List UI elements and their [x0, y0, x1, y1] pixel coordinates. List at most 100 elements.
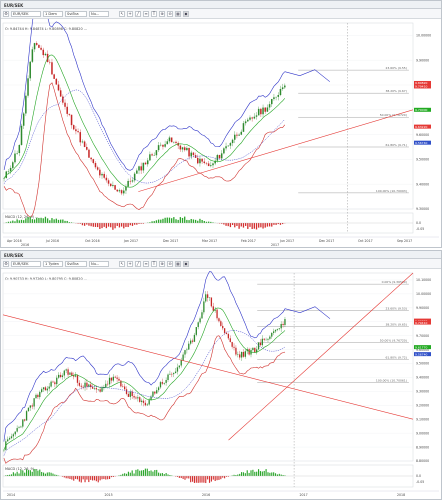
text-tool-icon[interactable]: T: [151, 261, 157, 267]
macd-histogram-bar: [107, 223, 110, 227]
fib-level-label: 50.00% (9.76720): [380, 339, 407, 343]
macd-histogram-bar: [220, 476, 222, 480]
macd-histogram-bar: [218, 476, 220, 480]
macd-histogram-bar: [139, 470, 141, 476]
candle-body: [173, 141, 175, 143]
candle-body: [148, 400, 150, 405]
line-tool-icon[interactable]: ╱: [135, 261, 141, 267]
macd-tick-label: 0.0: [416, 221, 421, 225]
bollinger-lower-line: [3, 82, 286, 218]
candle-body: [91, 387, 94, 389]
price-pane: [2, 22, 414, 210]
candle-body: [225, 146, 227, 149]
candle-body: [231, 139, 234, 144]
candle-body: [251, 117, 253, 119]
candle-body: [240, 131, 243, 135]
macd-histogram-bar: [27, 470, 30, 476]
macd-histogram-bar: [129, 223, 131, 226]
candle-body: [33, 398, 35, 407]
price-tick-label: 9.60000: [416, 348, 429, 352]
price-tag-label: 9.70000: [415, 108, 427, 112]
candle-body: [131, 180, 134, 182]
macd-histogram-bar: [122, 473, 124, 476]
price-tick-label: 9.00000: [416, 431, 429, 435]
indicator-select[interactable]: Nu...: [89, 261, 109, 267]
price-tick-label: 9.20000: [416, 403, 429, 407]
instrument-select[interactable]: EUR/SEK: [11, 261, 41, 267]
macd-histogram-bar: [203, 220, 205, 223]
grid-icon[interactable]: ▦: [175, 11, 181, 17]
macd-histogram-bar: [31, 219, 34, 223]
macd-histogram-bar: [271, 472, 273, 476]
ohlc-readout: O: 9.84744 H: 9.84874 L: 9.80898 C: 9.80…: [5, 27, 87, 31]
fib-level-label: 38.20% (9.65): [385, 322, 406, 326]
crosshair-icon[interactable]: +: [127, 11, 133, 17]
chart-type-select[interactable]: Svíčka: [65, 11, 87, 17]
candle-body: [216, 309, 218, 319]
macd-histogram-bar: [123, 223, 125, 229]
macd-histogram-bar: [46, 218, 49, 223]
candle-body: [199, 158, 201, 164]
candle-body: [39, 392, 41, 398]
candle-body: [31, 49, 34, 62]
candle-body: [280, 323, 282, 329]
macd-histogram-bar: [105, 223, 108, 229]
macd-histogram-bar: [207, 476, 209, 480]
candle-body: [83, 141, 86, 147]
candle-body: [131, 391, 133, 397]
macd-histogram-bar: [51, 218, 53, 223]
candle-body: [59, 374, 62, 377]
save-icon[interactable]: ▣: [183, 11, 189, 17]
macd-readout: MACD (12, 26, 9) ...: [5, 215, 38, 219]
cursor-icon[interactable]: ↖: [119, 261, 125, 267]
indicator-select[interactable]: Nu...: [89, 11, 109, 17]
candle-body: [62, 96, 64, 103]
zoom-in-icon[interactable]: ⊕: [159, 261, 165, 267]
fibonacci-tool-icon[interactable]: ≡: [143, 261, 149, 267]
bollinger-upper-line: [3, 19, 286, 171]
candle-body: [270, 99, 273, 105]
macd-histogram-bar: [146, 468, 148, 476]
time-axis-label: Oct 2016: [85, 239, 100, 243]
price-tag: [414, 352, 431, 357]
chart-plot-daily[interactable]: O: 9.84744 H: 9.84874 L: 9.80898 C: 9.80…: [1, 19, 441, 247]
candle-body: [181, 147, 184, 150]
macd-histogram-bar: [212, 222, 214, 223]
zoom-out-icon[interactable]: ⊖: [167, 11, 173, 17]
window-title: EUR/SEK: [4, 3, 24, 8]
settings-icon[interactable]: ⚙: [3, 261, 9, 267]
settings-icon[interactable]: ⚙: [3, 11, 9, 17]
zoom-out-icon[interactable]: ⊖: [167, 261, 173, 267]
macd-histogram-bar: [152, 471, 154, 476]
save-icon[interactable]: ▣: [183, 261, 189, 267]
grid-icon[interactable]: ▦: [175, 261, 181, 267]
chart-type-select[interactable]: Svíčka: [65, 261, 87, 267]
candle-body: [127, 393, 130, 397]
timeframe-select[interactable]: 1 Dem: [43, 11, 63, 17]
fib-level-label: 23.60% (9.53): [385, 307, 406, 311]
chart-plot-weekly[interactable]: O: 9.90733 H: 9.97260 L: 9.80795 C: 9.80…: [1, 269, 441, 499]
macd-histogram-bar: [39, 469, 41, 476]
cursor-icon[interactable]: ↖: [119, 11, 125, 17]
zoom-in-icon[interactable]: ⊕: [159, 11, 165, 17]
fibonacci-tool-icon[interactable]: ≡: [143, 11, 149, 17]
macd-histogram-bar: [224, 476, 226, 479]
candle-body: [253, 116, 256, 119]
macd-histogram-bar: [55, 218, 57, 223]
candle-body: [254, 347, 256, 353]
candle-body: [163, 382, 165, 384]
candle-body: [197, 322, 199, 328]
text-tool-icon[interactable]: T: [151, 11, 157, 17]
price-tick-label: 10.00000: [416, 292, 431, 296]
macd-histogram-bar: [279, 223, 282, 225]
macd-histogram-bar: [234, 223, 236, 228]
macd-histogram-bar: [281, 223, 284, 225]
candle-body: [123, 386, 126, 390]
timeframe-select[interactable]: 1 Tyden: [43, 261, 63, 267]
candle-body: [144, 162, 147, 165]
instrument-select[interactable]: EUR/SEK: [11, 11, 41, 17]
crosshair-icon[interactable]: +: [127, 261, 133, 267]
moving-average-line: [3, 54, 286, 188]
candle-body: [167, 374, 169, 381]
line-tool-icon[interactable]: ╱: [135, 11, 141, 17]
